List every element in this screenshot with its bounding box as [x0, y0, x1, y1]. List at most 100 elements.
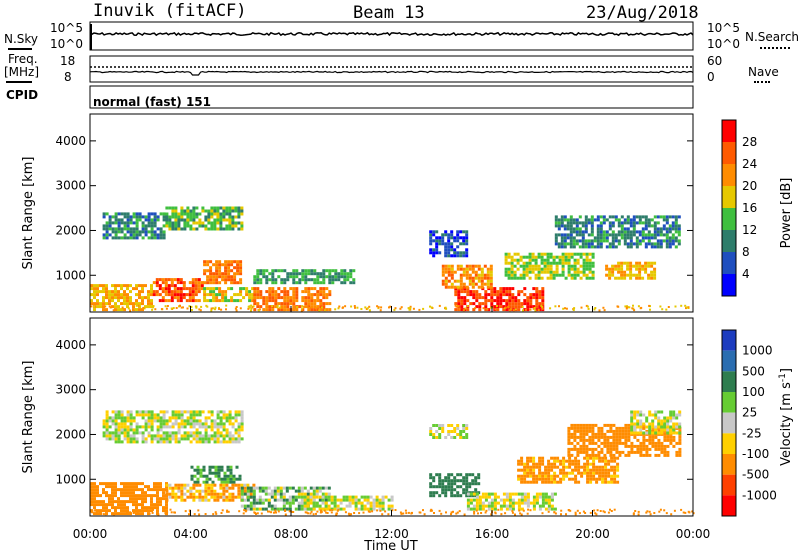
heatmap-region — [165, 206, 244, 231]
colorbar-swatch — [722, 371, 736, 392]
colorbar-tick-label: -100 — [742, 447, 769, 461]
colorbar-swatch — [722, 412, 736, 434]
colorbar-swatch — [722, 164, 736, 186]
colorbar-tick-label: 1000 — [742, 344, 773, 358]
freq-left-tick-top: 18 — [60, 54, 76, 68]
colorbar-tick-label: 12 — [742, 223, 757, 237]
colorbar-tick-label: -1000 — [742, 488, 777, 502]
colorbar-tick-label: 25 — [742, 406, 757, 420]
x-tick-label: 08:00 — [274, 527, 309, 541]
colorbar-swatch — [722, 186, 736, 208]
noise-right-tick-bottom: 10^0 — [707, 37, 740, 51]
colorbar-tick-label: 500 — [742, 364, 765, 378]
noise-sky-trace — [89, 31, 694, 37]
heatmap-region — [90, 284, 153, 312]
nave-label: Nave — [748, 65, 779, 79]
x-tick-label: 12:00 — [374, 527, 409, 541]
cpid-label: CPID — [6, 88, 39, 102]
colorbar-swatch — [722, 142, 736, 164]
noise-sky-legend-line — [8, 48, 32, 50]
noise-left-tick-top: 10^5 — [50, 21, 83, 35]
y-tick-label: 4000 — [55, 338, 86, 352]
colorbar-swatch — [722, 274, 736, 296]
y-tick-label: 1000 — [55, 472, 86, 486]
heatmap-region — [253, 269, 356, 285]
heatmap-region — [567, 423, 682, 457]
colorbar-tick-label: -500 — [742, 468, 769, 482]
station-title: Inuvik (fitACF) — [93, 1, 247, 21]
y-tick-label: 3000 — [55, 179, 86, 193]
colorbar-swatch — [722, 454, 736, 475]
colorbar-swatch — [722, 230, 736, 252]
colorbar-tick-label: 20 — [742, 179, 757, 193]
power-colorbar-label: Power [dB] — [779, 178, 794, 249]
heatmap-region — [429, 230, 469, 258]
freq-label: Freq. — [8, 52, 38, 66]
colorbar-swatch — [722, 330, 736, 351]
heatmap-region — [102, 212, 166, 240]
heatmap-region — [303, 495, 394, 511]
x-tick-label: 00:00 — [73, 527, 108, 541]
velocity-colorbar: 1000 500 100 25 -25 -100 -500 -1000 — [721, 329, 777, 517]
colorbar-tick-label: 28 — [742, 135, 757, 149]
freq-left-tick-bottom: 8 — [64, 70, 72, 84]
freq-trace — [89, 70, 694, 76]
heatmap-region — [253, 287, 332, 312]
heatmap-region — [554, 215, 681, 249]
colorbar-swatch — [722, 208, 736, 230]
colorbar-swatch — [722, 120, 736, 142]
heatmap-region — [605, 261, 657, 280]
heatmap-region — [630, 410, 682, 435]
heatmap-region — [203, 287, 255, 303]
freq-legend-line — [6, 81, 32, 83]
time-xlabel: Time UT — [363, 539, 417, 554]
noise-sky-label: N.Sky — [4, 32, 39, 46]
y-tick-label: 1000 — [55, 268, 86, 282]
heatmap-region — [454, 287, 545, 312]
x-tick-label: 00:00 — [676, 527, 711, 541]
power-heatmap — [90, 206, 690, 312]
colorbar-tick-label: 100 — [742, 385, 765, 399]
near-range-scatter — [90, 304, 690, 312]
date-label: 23/Aug/2018 — [586, 3, 699, 23]
velocity-heatmap — [90, 410, 695, 516]
heatmap-region — [466, 492, 557, 511]
colorbar-tick-label: 8 — [742, 245, 750, 259]
heatmap-region — [517, 456, 620, 484]
noise-right-tick-top: 10^5 — [707, 21, 740, 35]
heatmap-region — [152, 278, 204, 303]
x-tick-label: 16:00 — [475, 527, 510, 541]
nave-right-tick-bottom: 0 — [707, 70, 715, 84]
colorbar-swatch — [722, 495, 736, 516]
power-ylabel: Slant Range [km] — [21, 157, 36, 270]
colorbar-swatch — [722, 474, 736, 496]
cpid-value: normal (fast) 151 — [93, 95, 211, 109]
nave-legend-line — [754, 81, 770, 83]
cpid-panel-frame — [89, 85, 694, 109]
freq-unit-label: [MHz] — [4, 65, 40, 79]
noise-left-tick-bottom: 10^0 — [50, 37, 83, 51]
noise-panel-frame — [89, 21, 694, 51]
colorbar-tick-label: 24 — [742, 157, 757, 171]
colorbar-swatch — [722, 433, 736, 454]
y-tick-label: 4000 — [55, 134, 86, 148]
heatmap-region — [240, 486, 331, 511]
heatmap-region — [429, 424, 469, 439]
near-range-scatter — [90, 508, 695, 516]
freq-panel-frame — [89, 55, 694, 83]
colorbar-swatch — [722, 350, 736, 372]
heatmap-region — [90, 482, 168, 516]
beam-label: Beam 13 — [353, 3, 425, 23]
velocity-ylabel: Slant Range [km] — [21, 361, 36, 474]
heatmap-region — [441, 264, 493, 289]
power-colorbar: 4 8 12 16 20 24 28 — [721, 119, 757, 297]
x-tick-label: 20:00 — [575, 527, 610, 541]
heatmap-region — [429, 473, 481, 498]
colorbar-tick-label: 4 — [742, 267, 750, 281]
heatmap-region — [504, 252, 595, 280]
y-tick-label: 2000 — [55, 427, 86, 441]
heatmap-region — [102, 410, 244, 444]
noise-search-label: N.Search — [745, 30, 800, 44]
y-tick-label: 3000 — [55, 383, 86, 397]
x-tick-label: 04:00 — [173, 527, 208, 541]
